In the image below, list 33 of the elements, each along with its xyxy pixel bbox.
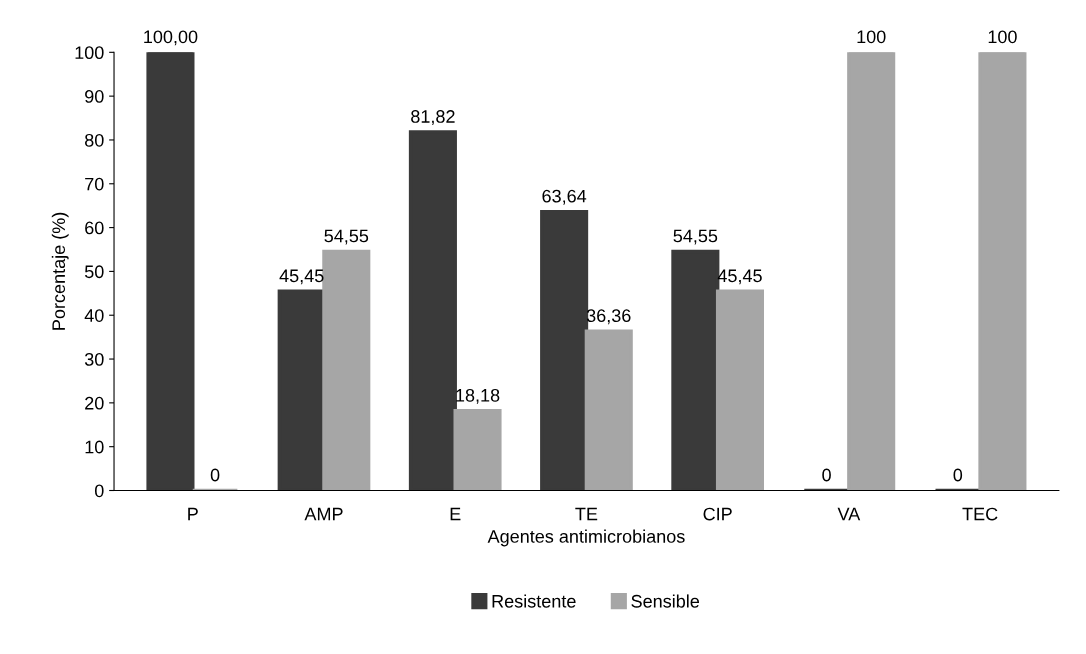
data-label: 63,64	[542, 189, 587, 205]
legend-label: Resistente	[492, 594, 576, 608]
y-tick-label: 30	[84, 352, 104, 366]
x-tick-label: AMP	[304, 507, 343, 521]
x-tick-label: TE	[575, 507, 598, 521]
x-tick-label: E	[450, 507, 461, 521]
y-axis-title: Porcentaje (%)	[51, 212, 69, 330]
y-tick-label: 10	[85, 440, 104, 454]
y-tick-label: 40	[84, 309, 104, 322]
y-tick-label: 90	[85, 90, 104, 103]
data-label: 45,45	[279, 269, 324, 285]
legend-label: Sensible	[631, 594, 700, 608]
y-tick-label: 60	[85, 221, 104, 235]
y-tick-label: 0	[94, 484, 104, 498]
x-tick-label: VA	[837, 507, 861, 521]
x-axis-title: Agentes antimicrobianos	[487, 529, 685, 547]
data-label: 54,55	[673, 229, 718, 245]
data-label: 100,00	[144, 30, 198, 46]
x-tick-label: TEC	[962, 507, 998, 521]
data-label: 0	[210, 468, 220, 482]
y-tick-label: 20	[85, 396, 104, 410]
x-tick-label: CIP	[703, 507, 732, 521]
data-label: 0	[953, 468, 963, 482]
y-tick-label: 50	[84, 265, 104, 279]
data-label: 54,55	[324, 229, 369, 245]
x-tick-label: P	[188, 507, 198, 521]
y-tick-label: 80	[85, 133, 104, 147]
data-label: 100	[988, 30, 1017, 44]
y-tick-label: 70	[85, 177, 104, 191]
data-label: 81,82	[411, 110, 455, 125]
y-tick-label: 100	[75, 46, 104, 60]
data-label: 100	[857, 30, 886, 44]
data-label: 0	[822, 468, 831, 482]
